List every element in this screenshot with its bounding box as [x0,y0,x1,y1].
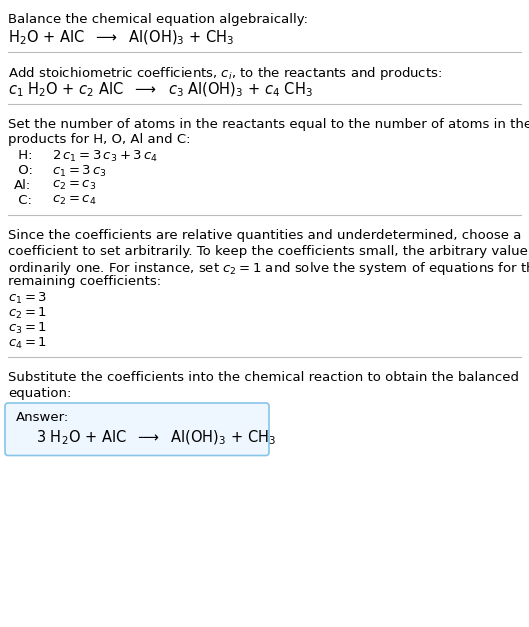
Text: Answer:: Answer: [16,411,69,424]
Text: Substitute the coefficients into the chemical reaction to obtain the balanced: Substitute the coefficients into the che… [8,371,519,384]
Text: $c_3 = 1$: $c_3 = 1$ [8,321,47,336]
Text: $c_1$ H$_2$O + $c_2$ AlC  $\longrightarrow$  $c_3$ Al(OH)$_3$ + $c_4$ CH$_3$: $c_1$ H$_2$O + $c_2$ AlC $\longrightarro… [8,81,313,100]
Text: $c_2 = c_4$: $c_2 = c_4$ [52,194,96,207]
Text: $c_2 = c_3$: $c_2 = c_3$ [52,179,96,192]
Text: Add stoichiometric coefficients, $c_i$, to the reactants and products:: Add stoichiometric coefficients, $c_i$, … [8,65,442,83]
Text: $c_2 = 1$: $c_2 = 1$ [8,306,47,321]
Text: ordinarily one. For instance, set $c_2 = 1$ and solve the system of equations fo: ordinarily one. For instance, set $c_2 =… [8,260,529,277]
Text: Set the number of atoms in the reactants equal to the number of atoms in the: Set the number of atoms in the reactants… [8,118,529,131]
Text: coefficient to set arbitrarily. To keep the coefficients small, the arbitrary va: coefficient to set arbitrarily. To keep … [8,245,529,258]
Text: Balance the chemical equation algebraically:: Balance the chemical equation algebraica… [8,13,308,26]
Text: $c_1 = 3\,c_3$: $c_1 = 3\,c_3$ [52,164,107,179]
Text: H:: H: [14,149,32,162]
Text: $2\,c_1 = 3\,c_3 + 3\,c_4$: $2\,c_1 = 3\,c_3 + 3\,c_4$ [52,149,158,164]
Text: remaining coefficients:: remaining coefficients: [8,275,161,288]
Text: Since the coefficients are relative quantities and underdetermined, choose a: Since the coefficients are relative quan… [8,229,522,242]
Text: C:: C: [14,194,32,207]
Text: H$_2$O + AlC  $\longrightarrow$  Al(OH)$_3$ + CH$_3$: H$_2$O + AlC $\longrightarrow$ Al(OH)$_3… [8,28,234,47]
Text: $c_1 = 3$: $c_1 = 3$ [8,291,47,306]
Text: $c_4 = 1$: $c_4 = 1$ [8,336,47,351]
Text: 3 H$_2$O + AlC  $\longrightarrow$  Al(OH)$_3$ + CH$_3$: 3 H$_2$O + AlC $\longrightarrow$ Al(OH)$… [36,428,276,447]
Text: O:: O: [14,164,33,177]
Text: equation:: equation: [8,386,71,399]
Text: products for H, O, Al and C:: products for H, O, Al and C: [8,134,190,147]
Text: Al:: Al: [14,179,31,192]
FancyBboxPatch shape [5,403,269,455]
